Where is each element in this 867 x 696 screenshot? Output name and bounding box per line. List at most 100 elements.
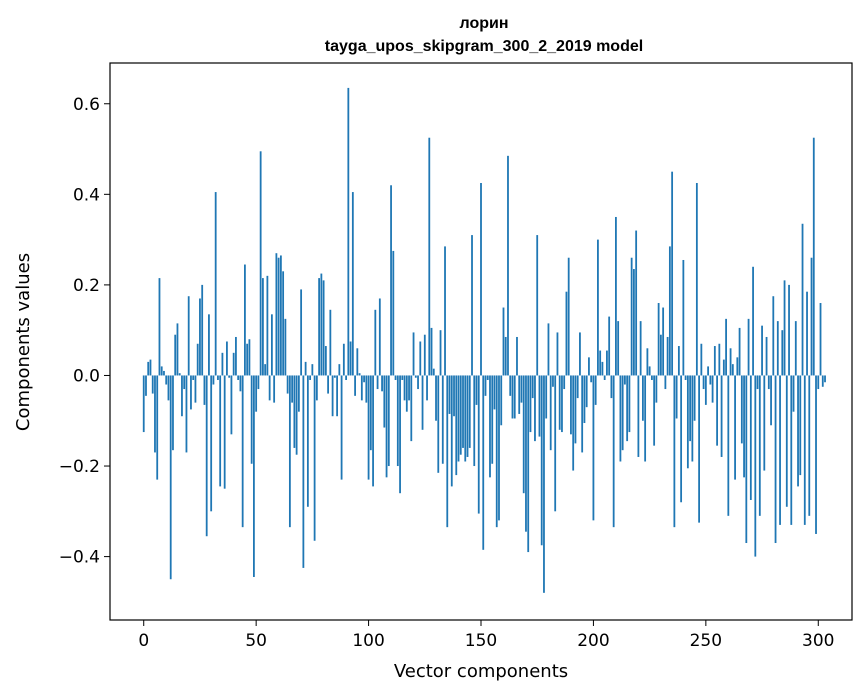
bar-279 [770, 375, 772, 426]
bar-270 [749, 375, 752, 500]
bar-179 [545, 375, 548, 419]
bar-115 [401, 375, 404, 380]
bar-196 [583, 375, 586, 424]
bar-277 [765, 336, 768, 376]
bar-269 [747, 318, 750, 376]
bar-252 [709, 375, 712, 385]
bar-34 [219, 375, 222, 487]
bar-130 [435, 375, 437, 421]
bar-119 [410, 375, 413, 442]
bar-212 [619, 375, 622, 462]
bar-157 [495, 375, 498, 528]
bar-49 [253, 375, 255, 577]
bar-169 [522, 375, 525, 494]
bar-131 [437, 375, 440, 473]
bar-141 [459, 375, 462, 455]
bar-185 [558, 375, 561, 430]
bar-42 [237, 375, 240, 380]
bar-39 [230, 375, 233, 435]
bar-80 [322, 280, 325, 376]
bar-220 [637, 375, 640, 457]
bar-155 [491, 375, 494, 464]
bar-176 [538, 375, 541, 437]
bar-55 [266, 275, 269, 376]
bar-78 [318, 278, 321, 376]
bar-128 [430, 327, 433, 376]
bar-59 [275, 253, 278, 376]
bar-58 [273, 375, 276, 403]
bar-44 [241, 375, 244, 528]
bars-group [142, 87, 826, 593]
bar-209 [612, 375, 615, 528]
bar-36 [223, 375, 226, 489]
bar-274 [758, 375, 761, 516]
chart-title-line1: лорин [460, 15, 509, 32]
bar-164 [511, 375, 514, 419]
bar-23 [194, 375, 197, 403]
bar-154 [489, 375, 491, 478]
bar-242 [686, 375, 689, 469]
bar-282 [776, 321, 779, 376]
bar-14 [174, 334, 177, 376]
bar-258 [722, 359, 725, 376]
bar-21 [190, 375, 192, 410]
bar-92 [349, 341, 352, 376]
bar-122 [417, 375, 419, 390]
bar-90 [345, 375, 347, 380]
bar-94 [354, 375, 356, 396]
bar-259 [725, 318, 727, 376]
bar-27 [203, 375, 206, 405]
bar-191 [572, 375, 575, 471]
bar-276 [763, 375, 766, 471]
bar-168 [520, 375, 523, 403]
bar-15 [176, 323, 179, 376]
bar-22 [192, 375, 195, 380]
bar-238 [677, 346, 680, 376]
bar-245 [693, 375, 696, 421]
bar-83 [329, 309, 332, 376]
bar-231 [662, 307, 665, 376]
bar-187 [563, 375, 566, 390]
bar-33 [217, 375, 219, 380]
bar-218 [633, 269, 635, 376]
bar-61 [279, 255, 282, 376]
bar-3 [149, 359, 152, 376]
bar-204 [601, 361, 604, 376]
bar-207 [608, 316, 611, 376]
bar-51 [257, 375, 260, 390]
bar-135 [446, 375, 449, 528]
bar-136 [448, 375, 451, 414]
bar-29 [208, 314, 210, 376]
bar-30 [210, 375, 213, 512]
bar-5 [154, 375, 156, 453]
bar-224 [646, 348, 649, 376]
bar-76 [313, 375, 316, 541]
bar-8 [160, 366, 163, 376]
bar-126 [426, 375, 428, 401]
bar-267 [743, 375, 745, 478]
bar-173 [531, 375, 534, 399]
bar-24 [196, 343, 199, 376]
bar-200 [592, 375, 595, 521]
bar-266 [740, 375, 743, 444]
bar-121 [414, 375, 417, 378]
bar-102 [372, 375, 374, 487]
bar-107 [383, 375, 386, 428]
bar-228 [655, 375, 658, 403]
bar-28 [205, 375, 208, 537]
x-axis-label: Vector components [394, 661, 568, 682]
bar-156 [493, 375, 496, 410]
bar-233 [666, 336, 669, 376]
bar-161 [504, 336, 507, 376]
y-axis: −0.4 −0.2 0.0 0.2 0.4 0.6 [59, 95, 110, 568]
bar-216 [628, 375, 631, 433]
bar-138 [453, 375, 455, 417]
y-tick-label: 0.6 [73, 95, 100, 115]
bar-256 [718, 343, 721, 376]
bar-116 [403, 375, 406, 401]
bar-68 [295, 375, 298, 455]
bar-262 [731, 364, 734, 376]
bar-73 [306, 375, 309, 507]
bar-99 [365, 375, 368, 403]
bar-225 [648, 366, 651, 376]
